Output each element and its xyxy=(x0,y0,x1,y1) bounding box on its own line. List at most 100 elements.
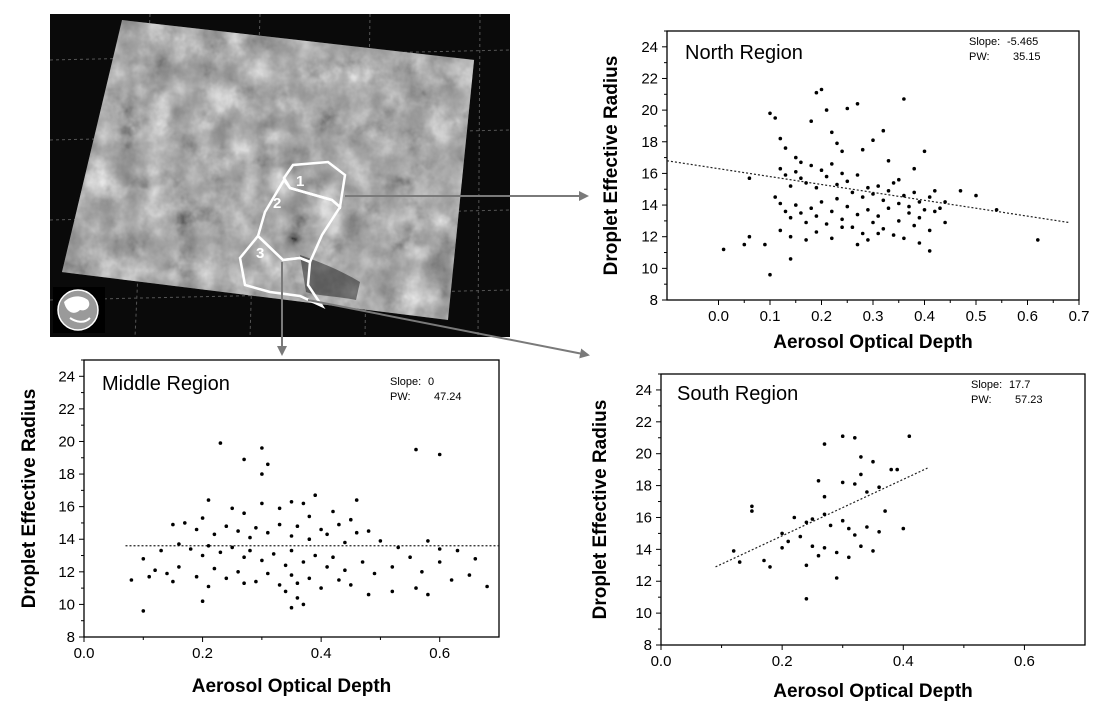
data-point xyxy=(354,530,359,535)
data-point xyxy=(206,498,211,502)
data-point xyxy=(822,442,827,446)
data-point xyxy=(778,228,783,233)
data-point xyxy=(840,171,844,176)
data-point xyxy=(426,592,430,597)
slope-value: -5.465 xyxy=(1007,36,1038,48)
data-point xyxy=(853,436,857,440)
data-point xyxy=(798,534,803,539)
data-point xyxy=(731,549,736,553)
y-tick-label: 14 xyxy=(635,541,652,558)
chart-title: North Region xyxy=(685,42,803,64)
x-tick-label: 0.0 xyxy=(708,308,729,325)
south-region-chart: 8 10 12 14 16 18 20 22 24 0.0 0.2 0.4 0.6 South Regio… xyxy=(590,373,1086,702)
data-point xyxy=(834,576,839,580)
data-point xyxy=(912,190,916,195)
y-tick-label: 22 xyxy=(635,414,652,431)
x-tick-label: 0.2 xyxy=(811,308,832,325)
data-point xyxy=(750,509,754,513)
data-point xyxy=(414,586,418,590)
data-point xyxy=(742,242,747,247)
data-point xyxy=(750,504,754,509)
data-point xyxy=(354,498,359,502)
data-point xyxy=(828,523,833,528)
data-point xyxy=(331,509,335,514)
data-point xyxy=(194,527,199,532)
data-point xyxy=(768,111,772,116)
data-point xyxy=(819,87,824,92)
data-point xyxy=(218,441,223,445)
data-point xyxy=(788,184,793,188)
data-point xyxy=(850,190,855,195)
data-point xyxy=(289,605,294,610)
y-tick-label: 16 xyxy=(641,165,658,182)
data-point xyxy=(871,192,875,196)
data-point xyxy=(747,234,752,239)
region-label-3: 3 xyxy=(256,245,264,262)
data-point xyxy=(794,155,798,160)
data-point xyxy=(283,563,288,568)
data-point xyxy=(830,162,834,166)
data-point xyxy=(917,200,922,204)
data-point xyxy=(902,193,906,198)
data-point xyxy=(331,555,335,559)
data-point xyxy=(871,459,875,464)
y-tick-label: 10 xyxy=(641,260,658,277)
data-point xyxy=(871,220,875,225)
data-point xyxy=(855,212,860,217)
data-point xyxy=(809,206,813,210)
data-point xyxy=(485,584,489,589)
x-tick-label: 0.2 xyxy=(772,653,793,670)
y-tick-label: 22 xyxy=(58,401,75,418)
data-point xyxy=(319,527,323,532)
data-point xyxy=(206,584,211,589)
y-tick-label: 24 xyxy=(58,368,75,385)
data-point xyxy=(301,501,306,506)
data-point xyxy=(847,555,851,560)
slope-label: Slope: xyxy=(971,379,1002,391)
data-point xyxy=(783,173,788,177)
data-point xyxy=(165,571,169,576)
y-axis-label: Droplet Effective Radius xyxy=(19,389,40,609)
y-tick-label: 24 xyxy=(641,39,658,56)
pw-value: 47.24 xyxy=(434,391,462,403)
y-tick-label: 18 xyxy=(641,134,658,151)
region-outlines xyxy=(238,160,347,309)
y-tick-label: 20 xyxy=(635,446,652,463)
data-point xyxy=(897,177,901,182)
data-point xyxy=(449,578,454,582)
x-tick-label: 0.0 xyxy=(651,653,672,670)
y-tick-label: 12 xyxy=(635,573,652,590)
data-point xyxy=(230,506,234,511)
data-point xyxy=(242,457,246,462)
data-point xyxy=(876,214,880,218)
data-point xyxy=(260,501,264,506)
y-tick-label: 8 xyxy=(650,292,658,309)
data-point xyxy=(877,530,881,534)
data-point xyxy=(810,517,815,521)
data-point xyxy=(773,116,777,120)
data-point xyxy=(845,106,850,111)
plot-frame xyxy=(83,359,500,638)
data-point xyxy=(814,185,819,190)
data-point xyxy=(366,529,371,533)
data-point xyxy=(778,201,783,206)
data-point xyxy=(835,141,839,146)
data-point xyxy=(236,529,240,533)
trend-line xyxy=(715,467,928,568)
data-point xyxy=(763,242,767,247)
data-point xyxy=(819,168,824,172)
pw-value: 35.15 xyxy=(1013,51,1041,63)
data-point xyxy=(938,206,942,210)
data-point xyxy=(859,472,863,477)
data-point xyxy=(301,602,306,607)
data-point xyxy=(783,209,788,214)
data-point xyxy=(866,208,870,212)
data-point xyxy=(881,128,886,133)
data-point xyxy=(242,555,246,559)
data-point xyxy=(378,539,383,543)
slope-label: Slope: xyxy=(390,376,421,388)
data-point xyxy=(141,557,146,561)
y-axis-label: Droplet Effective Radius xyxy=(601,56,622,276)
data-point xyxy=(927,228,932,233)
